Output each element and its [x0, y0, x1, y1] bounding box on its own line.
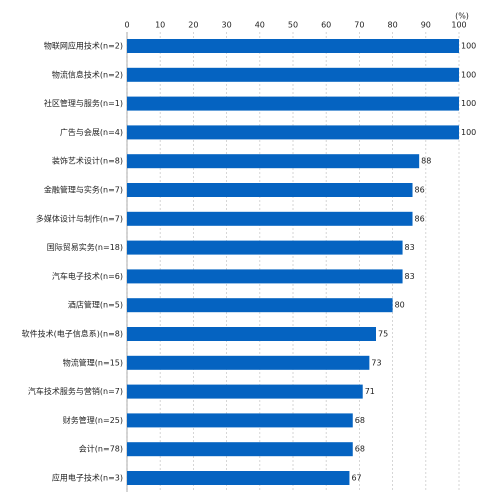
- value-label: 100: [461, 128, 476, 137]
- value-label: 68: [355, 445, 365, 454]
- bar: [127, 471, 350, 485]
- y-tick-label: 国际贸易实务(n=18): [47, 242, 123, 252]
- value-label: 100: [461, 42, 476, 51]
- value-label: 68: [355, 416, 365, 425]
- x-tick-label: 0: [124, 21, 129, 30]
- y-tick-label: 软件技术(电子信息系)(n=8): [22, 329, 123, 339]
- bar: [127, 269, 403, 284]
- value-label: 71: [365, 387, 375, 396]
- bar: [127, 154, 420, 169]
- x-tick-label: 60: [321, 21, 331, 30]
- y-tick-label: 汽车电子技术(n=6): [52, 271, 123, 281]
- bar: [127, 442, 353, 457]
- bar: [127, 413, 353, 428]
- bar: [127, 125, 459, 140]
- bar: [127, 327, 376, 341]
- value-label: 73: [371, 358, 381, 367]
- x-tick-label: 100: [451, 21, 466, 30]
- y-tick-label: 广告与会展(n=4): [60, 127, 123, 137]
- x-tick-label: 70: [354, 21, 364, 30]
- bar: [127, 240, 403, 255]
- bar: [127, 67, 459, 82]
- value-label: 83: [405, 272, 415, 281]
- bar: [127, 183, 413, 197]
- y-tick-label: 多媒体设计与制作(n=7): [36, 213, 123, 223]
- unit-label: (%): [455, 12, 469, 21]
- x-tick-label: 40: [255, 21, 265, 30]
- y-tick-label: 金融管理与实务(n=7): [44, 185, 123, 195]
- value-label: 86: [415, 214, 425, 223]
- y-tick-label: 财务管理(n=25): [63, 415, 123, 425]
- value-label: 80: [395, 301, 405, 310]
- value-label: 67: [351, 474, 361, 483]
- x-tick-label: 20: [188, 21, 198, 30]
- y-tick-label: 物联网应用技术(n=2): [44, 41, 123, 51]
- value-label: 100: [461, 70, 476, 79]
- bar: [127, 384, 363, 399]
- x-tick-label: 10: [155, 21, 165, 30]
- value-label: 83: [405, 243, 415, 252]
- y-tick-label: 会计(n=78): [79, 444, 123, 454]
- bar: [127, 211, 413, 226]
- y-tick-label: 物流管理(n=15): [63, 357, 123, 367]
- x-tick-label: 50: [288, 21, 298, 30]
- y-tick-label: 社区管理与服务(n=1): [44, 98, 123, 108]
- y-tick-label: 装饰艺术设计(n=8): [52, 156, 123, 166]
- bar: [127, 355, 370, 370]
- value-label: 88: [421, 157, 431, 166]
- bar: [127, 96, 459, 111]
- x-tick-label: 90: [421, 21, 431, 30]
- y-tick-label: 酒店管理(n=5): [68, 300, 123, 310]
- y-tick-label: 物流信息技术(n=2): [52, 69, 123, 79]
- value-label: 86: [415, 186, 425, 195]
- x-tick-label: 30: [222, 21, 232, 30]
- x-tick-label: 80: [388, 21, 398, 30]
- y-tick-label: 应用电子技术(n=3): [52, 473, 123, 483]
- y-tick-label: 汽车技术服务与营销(n=7): [28, 386, 123, 396]
- bar: [127, 298, 393, 313]
- value-label: 75: [378, 330, 388, 339]
- bar: [127, 39, 459, 53]
- value-label: 100: [461, 99, 476, 108]
